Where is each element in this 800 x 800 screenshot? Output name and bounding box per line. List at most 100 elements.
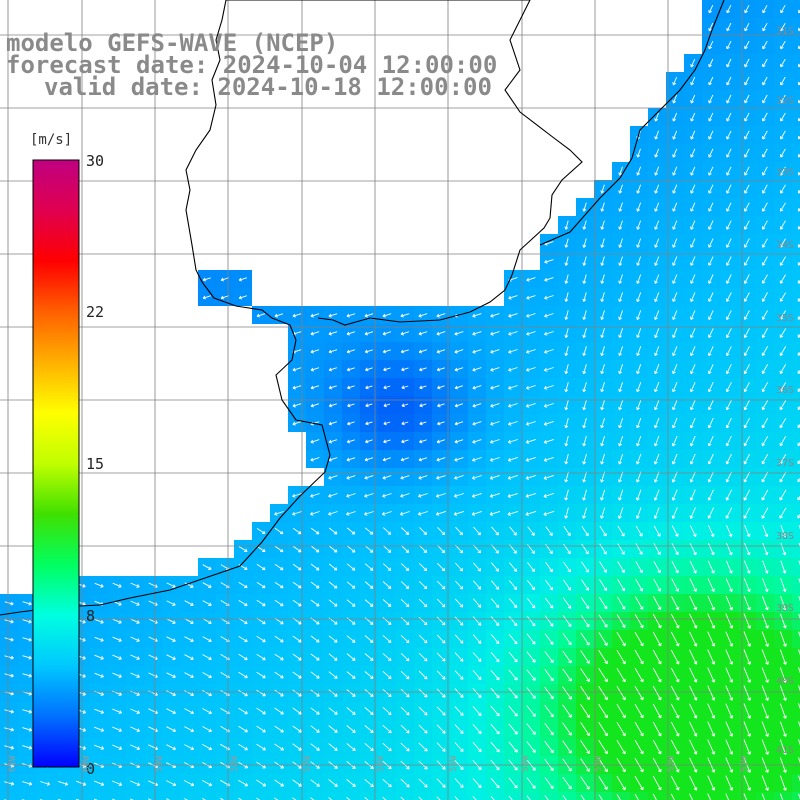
wind-arrow: [490, 367, 500, 372]
wind-arrow: [580, 794, 585, 800]
wind-arrow: [256, 653, 266, 661]
wind-arrow: [4, 619, 14, 624]
wind-arrow: [454, 778, 464, 788]
wind-arrow: [455, 526, 463, 536]
wind-arrow: [112, 708, 122, 714]
wind-arrow: [798, 703, 800, 710]
wind-arrow: [726, 202, 732, 212]
wind-arrow: [690, 76, 696, 86]
wind-arrow: [634, 739, 644, 755]
wind-arrow: [744, 94, 750, 104]
wind-arrow: [310, 599, 320, 607]
wind-arrow: [744, 58, 750, 68]
wind-arrow: [527, 562, 536, 573]
wind-arrow: [600, 238, 605, 248]
wind-arrow: [761, 489, 769, 501]
wind-arrow: [582, 220, 587, 230]
wind-cell: [792, 108, 800, 126]
wind-arrow: [580, 632, 590, 646]
wind-arrow: [582, 328, 587, 339]
wind-arrow: [690, 256, 696, 266]
wind-arrow: [310, 313, 320, 318]
wind-arrow: [94, 654, 104, 660]
wind-cell: [792, 162, 800, 180]
wind-arrow: [436, 688, 446, 698]
wind-arrow: [617, 543, 625, 555]
wind-arrow: [292, 599, 302, 607]
wind-arrow: [310, 635, 320, 643]
wind-arrow: [743, 595, 751, 611]
wind-arrow: [274, 563, 284, 571]
wind-arrow: [707, 631, 716, 647]
wind-arrow: [725, 667, 734, 683]
wind-arrow: [418, 724, 428, 734]
wind-cell: [0, 792, 18, 800]
wind-arrow: [798, 721, 800, 728]
wind-arrow: [382, 475, 392, 480]
wind-arrow: [708, 202, 714, 212]
wind-arrow: [184, 672, 194, 679]
wind-arrow: [690, 94, 696, 104]
wind-arrow: [654, 148, 660, 158]
wind-arrow: [743, 417, 750, 429]
wind-arrow: [725, 346, 732, 356]
wind-arrow: [725, 739, 734, 755]
wind-arrow: [761, 417, 769, 429]
wind-cell: [756, 792, 774, 800]
wind-arrow: [256, 707, 266, 715]
wind-arrow: [616, 631, 626, 647]
wind-arrow: [689, 400, 696, 411]
wind-arrow: [726, 238, 732, 248]
wind-arrow: [744, 130, 750, 140]
wind-arrow: [400, 563, 410, 572]
wind-arrow: [382, 635, 392, 644]
lon-label: 61W: [8, 755, 18, 772]
wind-arrow: [382, 527, 392, 535]
wind-arrow: [616, 775, 626, 791]
wind-arrow: [689, 685, 698, 701]
wind-cell: [792, 126, 800, 144]
wind-arrow: [707, 613, 716, 629]
wind-arrow: [689, 471, 696, 483]
wind-arrow: [761, 775, 769, 791]
wind-arrow: [690, 238, 696, 248]
wind-arrow: [454, 670, 464, 680]
wind-arrow: [472, 706, 482, 717]
wind-arrow: [491, 562, 500, 572]
wind-arrow: [779, 703, 787, 719]
wind-arrow: [419, 439, 427, 444]
wind-arrow: [652, 793, 657, 800]
wind-arrow: [708, 274, 714, 284]
lat-label: 31S: [775, 26, 794, 37]
wind-arrow: [383, 421, 391, 426]
wind-arrow: [310, 653, 320, 661]
wind-arrow: [598, 794, 603, 800]
wind-arrow: [636, 399, 642, 411]
wind-arrow: [526, 615, 536, 627]
wind-arrow: [400, 493, 410, 498]
wind-arrow: [509, 562, 518, 572]
wind-arrow: [418, 652, 428, 662]
wind-arrow: [399, 511, 410, 516]
wind-arrow: [310, 725, 320, 733]
wind-arrow: [382, 706, 392, 716]
wind-arrow: [454, 598, 464, 608]
wind-arrow: [672, 328, 678, 339]
wind-arrow: [598, 614, 608, 628]
wind-arrow: [707, 417, 714, 429]
wind-arrow: [598, 776, 608, 790]
wind-arrow: [490, 385, 500, 390]
wind-arrow: [130, 600, 140, 606]
wind-arrow: [490, 705, 500, 717]
wind-arrow: [600, 382, 605, 393]
wind-arrow: [256, 528, 266, 535]
wind-arrow: [202, 654, 212, 661]
wind-arrow: [636, 382, 642, 393]
wind-arrow: [365, 421, 373, 426]
wind-arrow: [383, 439, 391, 444]
wind-arrow: [600, 471, 606, 483]
wind-cell: [738, 792, 756, 800]
wind-arrow: [526, 741, 536, 753]
wind-arrow: [365, 403, 373, 408]
wind-arrow: [364, 475, 374, 480]
